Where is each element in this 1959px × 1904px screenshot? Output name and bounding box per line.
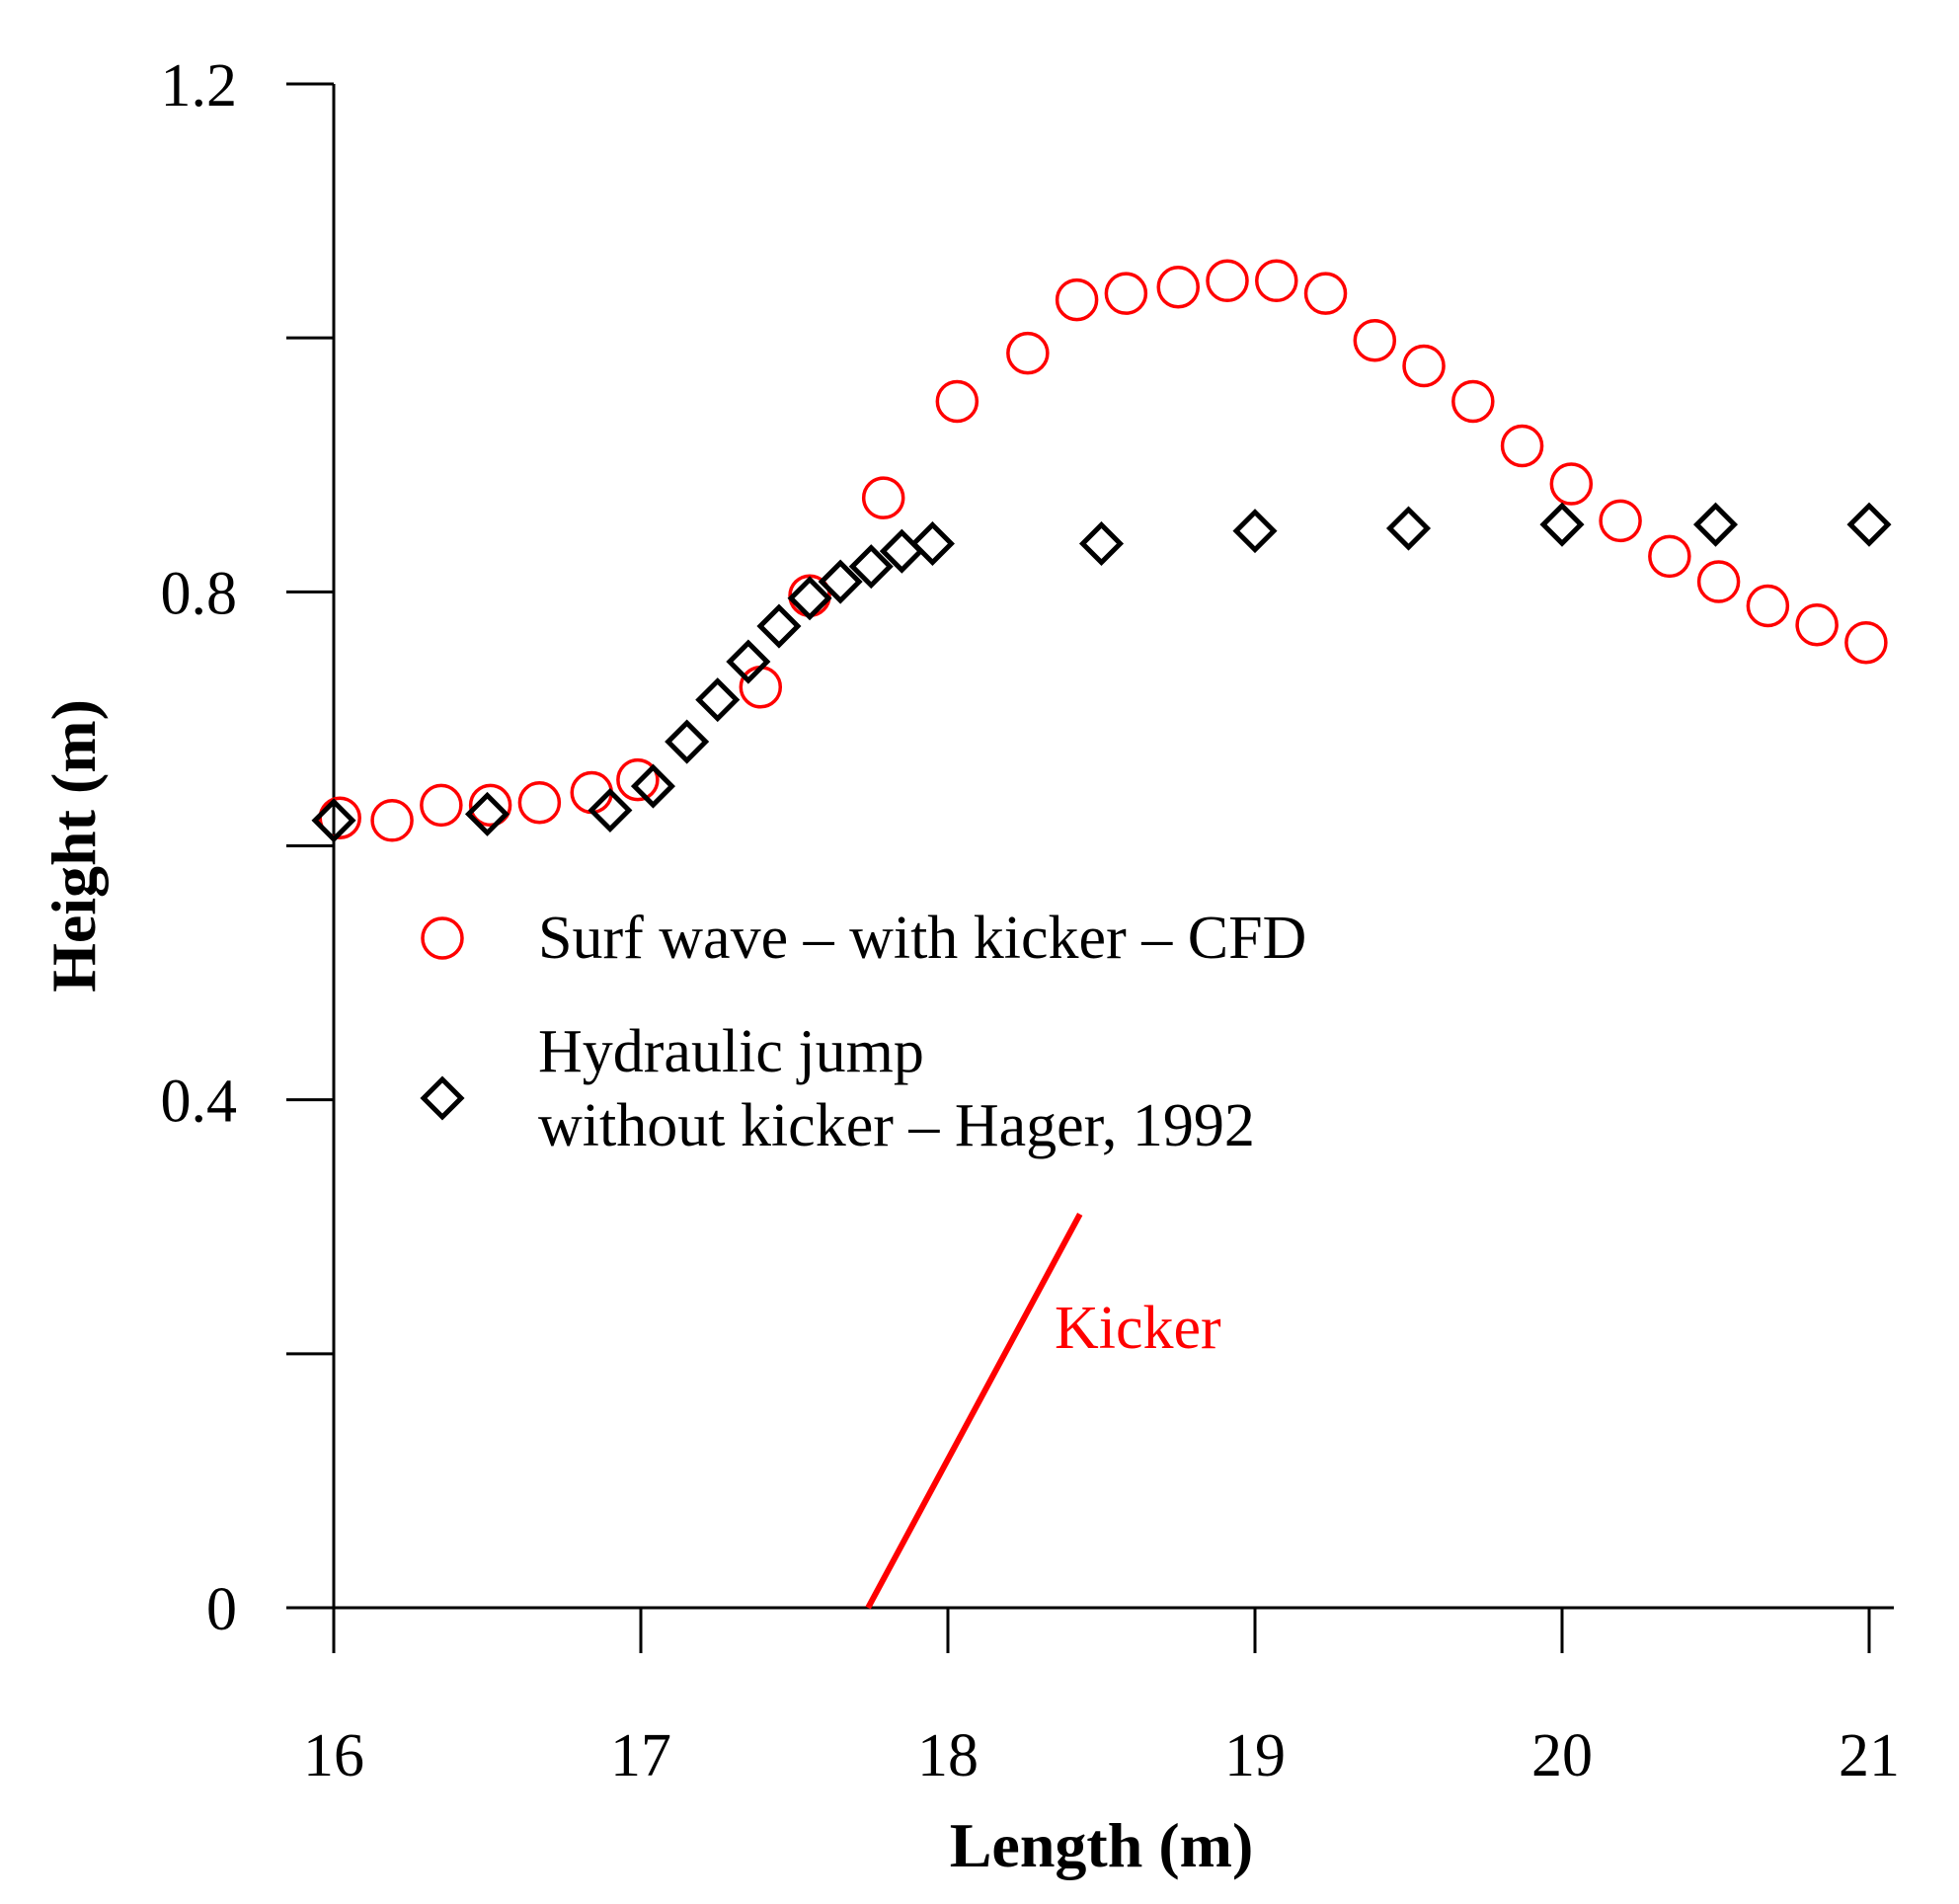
cfd-point: [739, 666, 783, 709]
x-tick-label: 16: [303, 1722, 364, 1789]
hager-point: [756, 603, 802, 649]
hager-point: [630, 763, 675, 809]
hager-point: [726, 639, 771, 684]
cfd-point: [1006, 331, 1050, 375]
hager-point: [1692, 502, 1739, 547]
cfd-point: [517, 781, 562, 825]
cfd-point: [370, 799, 414, 842]
hager-point: [1232, 509, 1278, 554]
annotations: Kicker: [865, 1212, 1221, 1610]
legend-label-cfd: Surf wave – with kicker – CFD: [538, 905, 1306, 972]
cfd-point: [1500, 424, 1544, 468]
cfd-point: [1206, 259, 1249, 303]
hager-point: [665, 719, 710, 764]
hager-point: [1539, 502, 1585, 547]
cfd-point: [1795, 603, 1839, 647]
x-axis-title: Length (m): [950, 1810, 1254, 1880]
cfd-point: [1696, 560, 1741, 603]
hager-point: [848, 544, 894, 590]
y-tick-label: 1.2: [161, 52, 238, 119]
x-tick-label: 21: [1839, 1722, 1900, 1789]
axes: Length (m) Height (m): [39, 84, 1894, 1880]
cfd-point: [935, 379, 980, 424]
y-tick-label: 0.8: [161, 560, 238, 627]
x-tick-label: 17: [610, 1722, 671, 1789]
hager-point: [909, 520, 955, 567]
cfd-point: [420, 783, 463, 828]
kicker-line: [865, 1212, 1083, 1610]
y-tick-label: 0.4: [161, 1069, 238, 1136]
hager-point: [311, 798, 356, 843]
cfd-point: [1549, 462, 1594, 506]
y-tick-label: 0: [206, 1576, 237, 1643]
cfd-point: [570, 770, 613, 815]
hager-point: [787, 576, 832, 621]
hager-point: [695, 677, 741, 723]
cfd-point: [1303, 272, 1348, 315]
cfd-point: [1255, 259, 1298, 303]
hager-point: [464, 791, 510, 836]
y-axis-title: Height (m): [39, 699, 109, 992]
cfd-point: [1353, 318, 1397, 362]
x-tick-label: 20: [1531, 1722, 1593, 1789]
hager-point: [1846, 502, 1892, 547]
hager-point: [588, 787, 633, 833]
cfd-point: [1599, 499, 1642, 543]
cfd-point: [861, 476, 905, 519]
legend-marker-hager: [420, 1075, 465, 1121]
cfd-point: [1055, 278, 1099, 322]
hager-point: [1078, 520, 1125, 567]
cfd-point: [1402, 344, 1446, 388]
kicker-label: Kicker: [1055, 1295, 1221, 1362]
cfd-point: [1104, 272, 1148, 315]
x-tick-label: 18: [917, 1722, 979, 1789]
cfd-point: [1844, 621, 1888, 665]
x-tick-label: 19: [1224, 1722, 1286, 1789]
cfd-point: [1746, 584, 1790, 628]
hager-point: [818, 559, 863, 604]
hager-point: [1385, 506, 1432, 551]
cfd-point: [1156, 265, 1200, 309]
cfd-point: [1451, 379, 1495, 424]
legend: Surf wave – with kicker – CFD Hydraulic j…: [420, 905, 1306, 1159]
cfd-point: [468, 783, 512, 828]
legend-label-hager-line1: Hydraulic jump: [538, 1018, 924, 1085]
cfd-point: [1648, 534, 1691, 579]
legend-marker-cfd: [421, 916, 464, 960]
cfd-point: [616, 757, 660, 802]
data-points: [311, 259, 1892, 843]
legend-label-hager-line2: without kicker – Hager, 1992: [538, 1092, 1255, 1159]
ticks: 0 0.4 0.8 1.2 16 17 18 19 20 21: [161, 52, 1901, 1789]
